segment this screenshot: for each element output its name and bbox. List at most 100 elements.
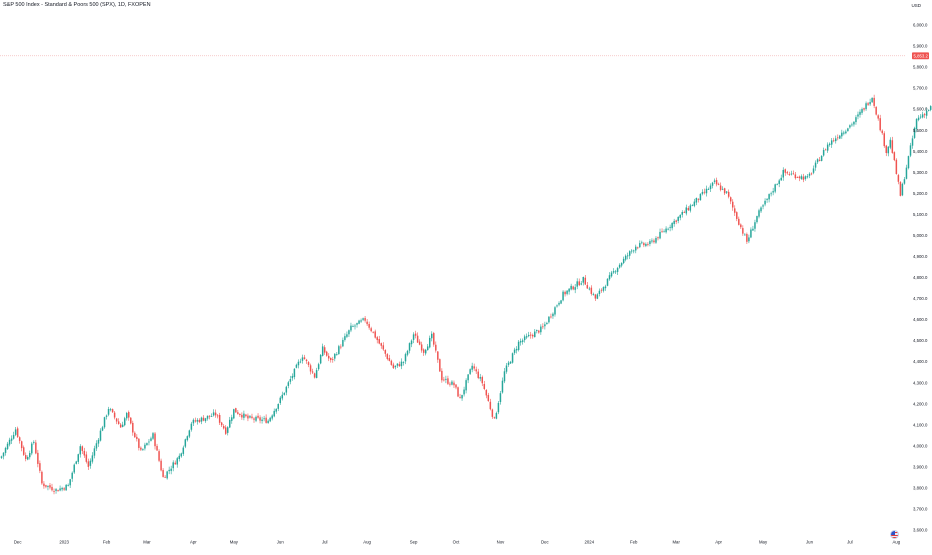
candle-body [568,289,570,292]
candle-body [413,334,415,340]
candle-body [455,385,457,388]
candle-body [643,243,645,245]
candle [124,417,126,426]
candle-body [752,229,754,231]
candle-body [67,485,69,486]
candle [96,440,98,451]
candle-body [578,281,580,285]
currency-label[interactable]: USD [911,3,921,8]
candle [791,171,793,176]
candle [803,174,805,182]
candle [342,337,344,347]
candle [748,235,750,243]
candle [132,421,134,436]
candle-body [245,415,247,417]
candle [197,418,199,424]
candle-body [484,384,486,389]
candle-body [340,347,342,348]
candle [5,447,7,456]
candle-body [112,409,114,412]
candle-body [211,416,213,417]
candle [700,193,702,200]
candle-body [302,357,304,360]
candle-body [423,349,425,352]
candle [294,368,296,379]
candle [183,446,185,456]
candle [730,196,732,204]
candle-body [324,347,326,352]
candle [930,105,932,111]
candle-body [613,271,615,272]
candle [514,348,516,355]
candle-body [41,472,43,484]
candle-body [463,390,465,395]
candle-body [120,425,122,428]
candle [98,438,100,447]
candle [544,322,546,330]
candle [463,387,465,397]
candle [560,300,562,304]
candle-body [150,438,152,440]
candle [904,177,906,185]
candle-body [655,238,657,243]
candle-body [542,326,544,327]
candle-body [712,183,714,186]
candle [344,333,346,341]
candle [833,138,835,142]
candle [655,236,657,244]
candle-body [730,197,732,201]
candle-body [391,361,393,365]
candle [199,418,201,423]
candle [447,376,449,385]
candle [381,343,383,349]
candle [760,206,762,213]
candle [631,249,633,254]
candle [714,178,716,183]
candle-body [706,189,708,193]
candle [310,364,312,375]
candle [255,415,257,422]
candle-body [837,137,839,138]
candle-body [839,136,841,139]
candle [585,275,587,285]
candle-body [290,379,292,382]
y-tick-label: 5,200.0 [913,191,928,196]
candle [744,233,746,235]
candle [389,355,391,361]
candle [168,467,170,474]
candle-body [853,122,855,125]
candle [835,136,837,144]
candle [207,415,209,420]
candle [383,342,385,351]
candle-body [536,330,538,331]
candle [873,95,875,108]
candle-body [789,174,791,175]
candle [475,367,477,374]
candle-body [546,323,548,324]
candle-body [417,336,419,343]
candle [645,242,647,247]
candle [809,172,811,178]
candle [609,272,611,281]
x-tick-label: Mar [672,540,680,545]
candle-body [300,362,302,363]
candle [354,324,356,330]
candle-body [825,150,827,151]
candle [100,428,102,441]
candle [174,460,176,464]
candle-body [805,176,807,179]
candle-body [310,365,312,371]
candle-body [59,488,61,490]
candle [65,484,67,491]
y-tick-label: 5,800.0 [913,65,928,70]
candle [799,176,801,182]
candle [9,438,11,447]
candle-body [312,371,314,372]
candle-body [829,144,831,145]
candle-body [724,188,726,193]
candle-body [815,163,817,168]
candle [257,413,259,419]
us-flag-icon[interactable] [890,530,899,539]
candle-body [702,192,704,194]
candle [566,290,568,295]
